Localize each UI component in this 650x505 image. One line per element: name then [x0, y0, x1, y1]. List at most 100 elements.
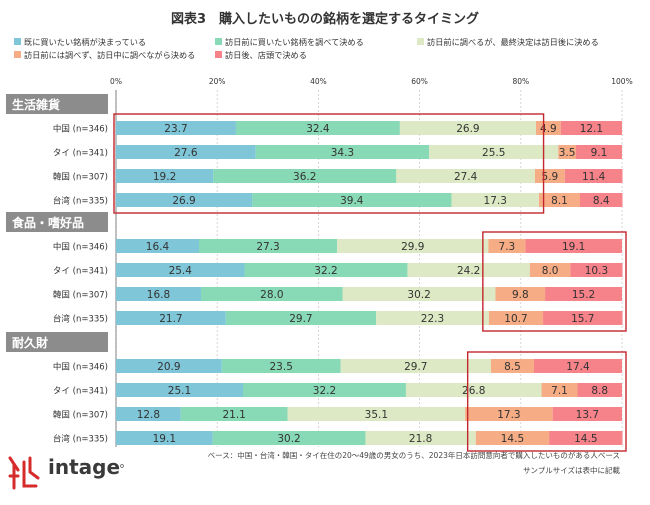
bar-segment — [541, 383, 578, 397]
bar-segment — [575, 145, 622, 159]
data-label: 28.0 — [260, 289, 283, 301]
data-label: 29.7 — [289, 313, 312, 325]
data-label: 17.3 — [484, 195, 507, 207]
group-header-bg — [6, 212, 108, 232]
bar-segment — [340, 359, 491, 373]
bar-segment — [376, 311, 489, 325]
bar-segment — [225, 311, 377, 325]
bar-segment — [488, 311, 544, 325]
data-label: 29.9 — [401, 241, 424, 253]
data-label: 22.3 — [421, 313, 444, 325]
row-label: 中国 (n=346) — [53, 362, 108, 373]
data-label: 24.2 — [457, 265, 480, 277]
data-label: 39.4 — [340, 195, 364, 207]
bar-segment — [465, 407, 553, 421]
bar-segment — [407, 263, 530, 277]
data-label: 17.4 — [566, 361, 590, 373]
data-label: 21.1 — [222, 409, 245, 421]
bar-segment — [529, 263, 571, 277]
bar-segment — [244, 263, 408, 277]
data-label: 4.9 — [540, 123, 557, 135]
data-label: 23.5 — [270, 361, 293, 373]
data-label: 16.4 — [146, 241, 170, 253]
bar-segment — [490, 359, 534, 373]
bar-segment — [560, 121, 622, 135]
bar-segment — [116, 407, 181, 421]
row-label: 台湾 (n=335) — [53, 314, 108, 325]
intage-mark-icon — [8, 456, 124, 490]
data-label: 10.7 — [504, 313, 527, 325]
data-label: 7.3 — [499, 241, 516, 253]
bar-segment — [525, 239, 622, 253]
data-label: 12.8 — [137, 409, 160, 421]
data-label: 23.7 — [164, 123, 187, 135]
group-header-label: 耐久財 — [12, 335, 48, 350]
bar-segment — [116, 121, 236, 135]
bar-segment — [116, 145, 256, 159]
data-label: 17.3 — [497, 409, 520, 421]
bar-segment — [552, 407, 622, 421]
data-label: 26.9 — [456, 123, 479, 135]
data-label: 13.7 — [576, 409, 599, 421]
data-label: 15.2 — [572, 289, 595, 301]
row-label: 台湾 (n=335) — [53, 434, 108, 445]
bar-segment — [495, 287, 546, 301]
row-label: 台湾 (n=335) — [53, 196, 108, 207]
x-axis-ticks: 0% 20% 40% 60% 80% 100% — [110, 77, 633, 86]
data-label: 8.5 — [504, 361, 521, 373]
data-label: 8.4 — [593, 195, 610, 207]
bar-segment — [539, 193, 581, 207]
bar-segment — [255, 145, 430, 159]
legend-label-3: 訪日前に調べるが、最終決定は訪日後に決める — [427, 37, 599, 47]
highlight-box-lifestyle — [113, 113, 545, 214]
data-label: 14.5 — [501, 433, 524, 445]
trademark-icon — [120, 464, 124, 468]
bar-segment — [451, 193, 540, 207]
data-label: 15.7 — [571, 313, 594, 325]
highlight-box-food — [482, 231, 627, 332]
bar-segment — [116, 239, 199, 253]
row-label: 中国 (n=346) — [53, 124, 108, 135]
data-label: 21.8 — [409, 433, 432, 445]
data-label: 32.2 — [314, 265, 337, 277]
bar-segment — [475, 431, 550, 445]
row-label: 韓国 (n=307) — [53, 290, 108, 301]
legend-swatch-2 — [215, 38, 222, 45]
bar-segment — [221, 359, 341, 373]
data-label: 16.8 — [147, 289, 170, 301]
bar-segment — [535, 121, 561, 135]
bar-segment — [533, 359, 622, 373]
x-tick-label: 100% — [611, 77, 632, 86]
data-label: 9.1 — [591, 147, 608, 159]
bar-segment — [116, 287, 202, 301]
footnote-base: ベース：中国・台湾・韓国・タイ在住の20～49歳の男女のうち、2023年日本訪問… — [208, 450, 620, 460]
x-tick-label: 80% — [512, 77, 529, 86]
legend-label-4: 訪日前には調べず、訪日中に調べながら決める — [24, 50, 195, 60]
data-label: 11.4 — [582, 171, 606, 183]
data-label: 3.5 — [559, 147, 576, 159]
data-label: 25.5 — [482, 147, 505, 159]
row-label: タイ (n=341) — [53, 387, 108, 397]
bar-segment — [198, 239, 338, 253]
bar-segment — [116, 359, 222, 373]
bar-segment — [212, 431, 366, 445]
bar-segment — [213, 169, 397, 183]
group-header-label: 食品・嗜好品 — [11, 215, 84, 230]
bar-segment — [580, 193, 623, 207]
data-label: 26.9 — [172, 195, 195, 207]
highlight-boxes — [113, 113, 627, 452]
legend: 既に買いたい銘柄が決まっている 訪日前に買いたい銘柄を調べて決める 訪日前に調べるが… — [14, 37, 599, 60]
chart-title: 図表3 購入したいものの銘柄を選定するタイミング — [171, 11, 479, 27]
legend-label-5: 訪日後、店頭で決める — [225, 50, 307, 60]
bar-segment — [399, 121, 536, 135]
data-label: 29.7 — [404, 361, 427, 373]
data-label: 34.3 — [331, 147, 354, 159]
x-tick-label: 60% — [411, 77, 428, 86]
group-header-label: 生活雑貨 — [12, 97, 60, 112]
bar-segment — [488, 239, 526, 253]
x-tick-label: 40% — [310, 77, 327, 86]
row-label: 韓国 (n=307) — [53, 172, 108, 183]
